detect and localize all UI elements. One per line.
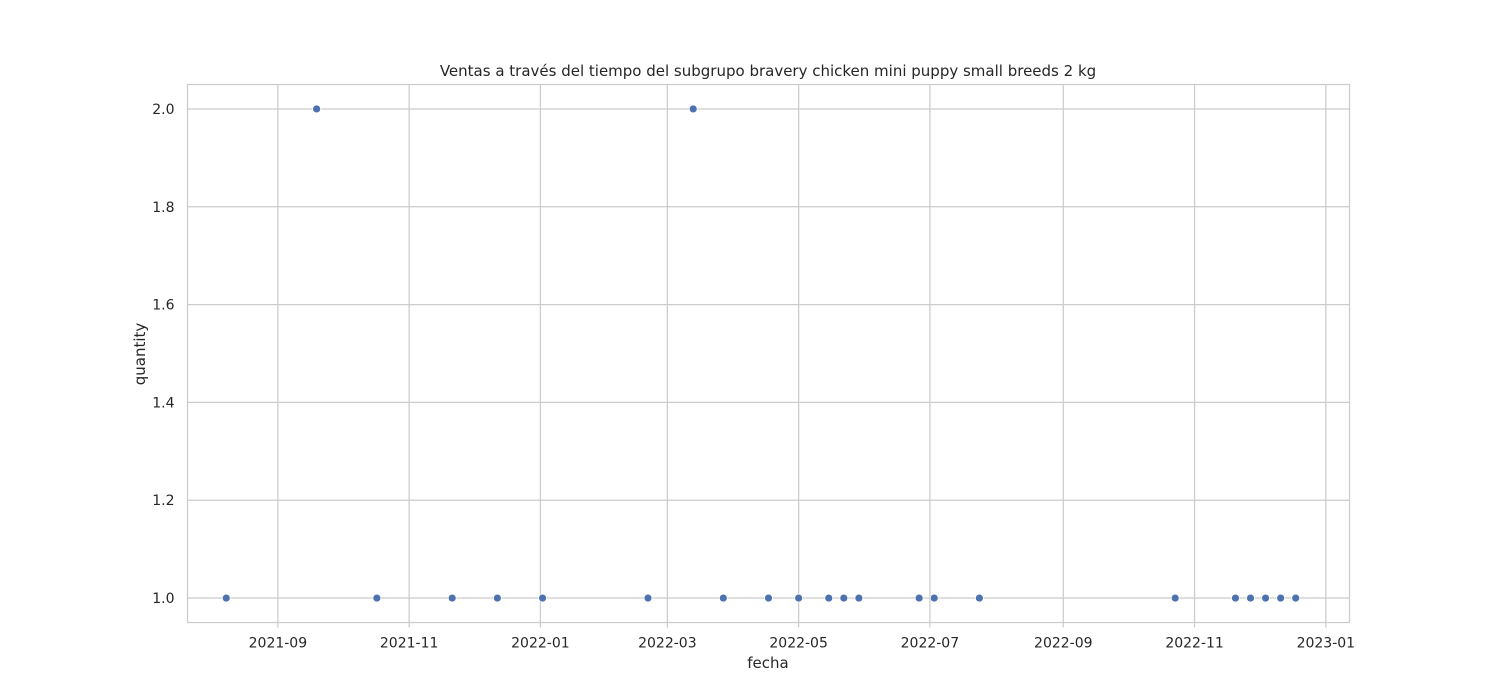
plot-frame [186,83,1351,624]
y-tick-label: 1.6 [152,298,174,314]
data-point [794,593,804,603]
y-axis-label: quantity [131,323,149,386]
x-tick-label: 2022-03 [638,636,697,652]
data-point [538,593,547,603]
data-point [492,593,502,603]
x-tick-label: 2022-09 [1034,636,1093,652]
y-axis-ticks: 1.0 1.2 1.4 1.6 1.8 2.0 [152,102,174,607]
data-point [643,593,653,603]
y-tick-label: 2.0 [152,102,174,118]
x-tick-label: 2021-09 [249,636,308,652]
y-tick-label: 1.8 [152,200,174,216]
data-point [447,593,457,603]
y-tick-label: 1.4 [152,395,174,411]
data-point [221,593,231,603]
x-tick-label: 2022-11 [1165,636,1224,652]
data-point [1261,593,1270,603]
data-point [974,593,984,603]
data-point [839,593,849,603]
data-point [1291,593,1301,603]
data-point [1246,593,1255,603]
y-tick-label: 1.2 [152,493,174,509]
x-tick-label: 2022-07 [901,636,960,652]
data-point [929,593,939,603]
x-tick-label: 2023-01 [1297,636,1356,652]
x-tick-label: 2022-01 [511,636,570,652]
data-point [764,593,773,603]
data-point [1231,593,1240,603]
data-point [372,593,382,603]
data-point [914,593,924,603]
y-tick-label: 1.0 [152,591,174,607]
x-tick-label: 2021-11 [380,636,439,652]
data-points [221,104,1301,603]
data-point [688,104,698,114]
grid-lines [187,84,1350,623]
data-point [824,593,834,603]
x-tick-label: 2022-05 [769,636,828,652]
data-point [718,593,728,603]
data-point [312,104,322,114]
x-axis-label: fecha [747,654,788,672]
data-point [854,593,864,603]
chart-title: Ventas a través del tiempo del subgrupo … [440,62,1096,80]
x-axis-ticks: 2021-09 2021-11 2022-01 2022-03 2022-05 2022-… [249,622,1356,652]
data-point [1276,593,1286,603]
data-point [1170,593,1180,603]
